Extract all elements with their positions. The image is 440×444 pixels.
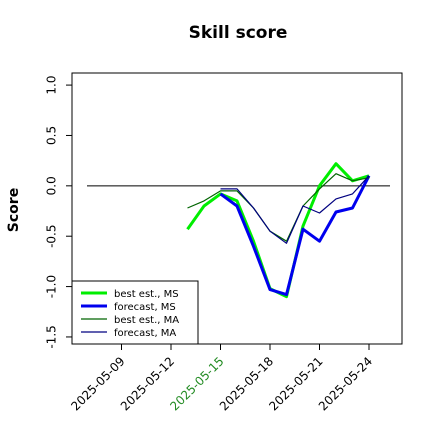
legend-label: forecast, MS [114, 302, 176, 313]
y-tick-label: 0.0 [45, 176, 59, 195]
y-tick-label: -0.5 [45, 224, 59, 247]
legend-label: forecast, MA [114, 328, 176, 339]
legend-label: best est., MS [114, 289, 179, 300]
y-axis-label: Score [6, 188, 22, 232]
chart-title: Skill score [189, 23, 288, 43]
y-tick-label: -1.0 [45, 275, 59, 298]
series-line [187, 173, 370, 242]
legend: best est., MS forecast, MS best est., MA fo… [71, 280, 199, 345]
plot-frame [71, 72, 403, 345]
y-tick-label: 1.0 [45, 76, 59, 95]
series-line [186, 162, 370, 299]
y-tick-label: 0.5 [45, 126, 59, 145]
series-line [219, 175, 371, 297]
y-tick-label: -1.5 [45, 325, 59, 348]
x-tick-label: 2025-05-24 [316, 354, 375, 413]
series-line [220, 175, 370, 244]
legend-label: best est., MA [114, 315, 179, 326]
